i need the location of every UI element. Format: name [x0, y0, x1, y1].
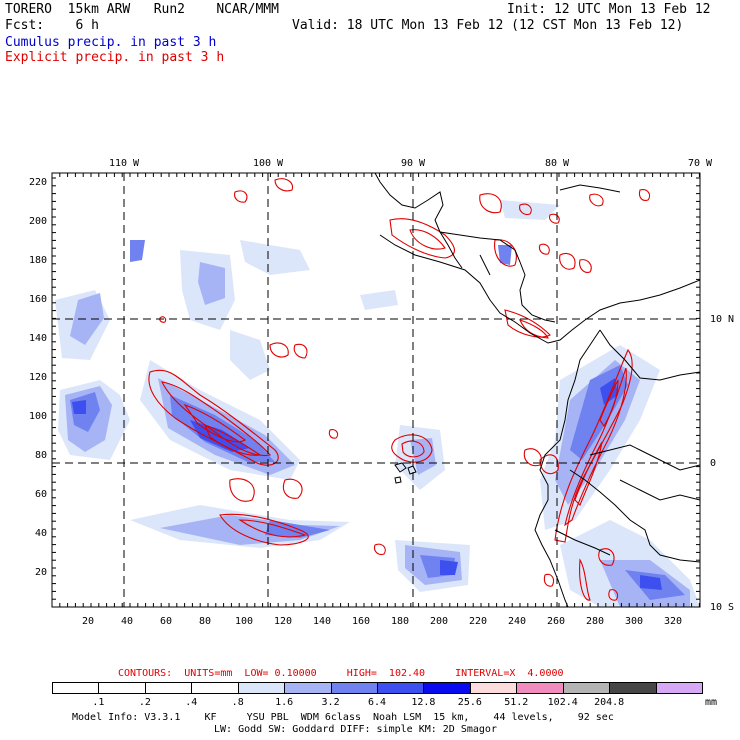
explicit-precip-label: Explicit precip. in past 3 h: [5, 50, 225, 65]
colorbar-label: .4: [185, 697, 198, 708]
cumulus-precip-label: Cumulus precip. in past 3 h: [5, 35, 217, 50]
y-label: 80: [35, 450, 47, 461]
colorbar-label: 6.4: [367, 697, 387, 708]
map-frame: [51, 172, 701, 608]
x-label: 320: [664, 616, 682, 627]
colorbar-swatch: [655, 682, 703, 694]
x-label: 300: [625, 616, 643, 627]
y-label: 220: [29, 177, 47, 188]
x-label: 120: [274, 616, 292, 627]
y-label: 200: [29, 216, 47, 227]
colorbar-swatch: [562, 682, 611, 694]
x-label: 60: [160, 616, 172, 627]
lon-label: 110 W: [109, 158, 140, 169]
coastlines: [374, 173, 700, 607]
colorbar-label: 102.4: [547, 697, 578, 708]
colorbar-label: .8: [231, 697, 244, 708]
x-grid-labels: 20 40 60 80 100 120 140 160 180 200 220 …: [82, 616, 682, 627]
colorbar-label: 3.2: [321, 697, 340, 708]
model-title: TORERO 15km ARW Run2 NCAR/MMM: [5, 2, 279, 17]
contours-info: CONTOURS: UNITS=mm LOW= 0.10000 HIGH= 10…: [118, 668, 564, 679]
x-label: 280: [586, 616, 604, 627]
colorbar-swatch: [144, 682, 193, 694]
y-label: 120: [29, 372, 47, 383]
lat-label: 0: [710, 458, 716, 469]
axis-ticks: [51, 173, 700, 608]
x-label: 160: [352, 616, 370, 627]
x-label: 240: [508, 616, 526, 627]
valid-time: Valid: 18 UTC Mon 13 Feb 12 (12 CST Mon …: [292, 18, 684, 33]
colorbar-swatch: [98, 682, 146, 694]
y-label: 140: [29, 333, 47, 344]
model-info: Model Info: V3.3.1 KF YSU PBL WDM 6class…: [72, 712, 614, 723]
x-label: 40: [121, 616, 133, 627]
colorbar-label: 51.2: [504, 697, 529, 708]
colorbar-label: .2: [138, 697, 151, 708]
y-grid-labels: 220 200 180 160 140 120 100 80 60 40 20: [29, 177, 47, 578]
colorbar-swatch: [191, 682, 239, 694]
x-label: 20: [82, 616, 94, 627]
colorbar-label: 12.8: [411, 697, 436, 708]
lat-label: 10 N: [710, 314, 734, 325]
x-label: 80: [199, 616, 211, 627]
colorbar-swatch: [609, 682, 657, 694]
colorbar-swatch: [469, 682, 518, 694]
y-label: 40: [35, 528, 47, 539]
y-label: 100: [29, 411, 47, 422]
latitude-labels: 10 N 0 10 S: [710, 314, 734, 613]
lon-label: 100 W: [253, 158, 284, 169]
precip-shading: [55, 178, 700, 607]
colorbar-label: .1: [92, 697, 105, 708]
x-label: 100: [235, 616, 253, 627]
y-label: 180: [29, 255, 47, 266]
y-label: 160: [29, 294, 47, 305]
init-time: Init: 12 UTC Mon 13 Feb 12: [507, 2, 711, 17]
colorbar-swatch: [516, 682, 564, 694]
x-label: 260: [547, 616, 565, 627]
colorbar-swatch: [377, 682, 425, 694]
colorbar-swatch: [237, 682, 286, 694]
colorbar-swatch: [423, 682, 471, 694]
colorbar-label: 25.6: [457, 697, 482, 708]
x-label: 180: [391, 616, 409, 627]
lon-label: 70 W: [688, 158, 713, 169]
colorbar-label: 1.6: [275, 697, 294, 708]
colorbar-swatch: [330, 682, 378, 694]
colorbar-swatch: [52, 682, 100, 694]
x-label: 200: [430, 616, 448, 627]
colorbar-swatch: [284, 682, 332, 694]
lat-label: 10 S: [710, 602, 734, 613]
x-label: 220: [469, 616, 487, 627]
model-physics: LW: Godd SW: Goddard DIFF: simple KM: 2D…: [214, 724, 497, 735]
colorbar-label: 204.8: [594, 697, 625, 708]
lon-label: 80 W: [545, 158, 570, 169]
forecast-hour: Fcst: 6 h: [5, 18, 99, 33]
longitude-labels: 110 W 100 W 90 W 80 W 70 W: [109, 158, 713, 169]
colorbar-unit: mm: [705, 697, 718, 708]
graticule: [52, 173, 700, 607]
y-label: 20: [35, 567, 47, 578]
y-label: 60: [35, 489, 47, 500]
x-label: 140: [313, 616, 331, 627]
lon-label: 90 W: [401, 158, 426, 169]
